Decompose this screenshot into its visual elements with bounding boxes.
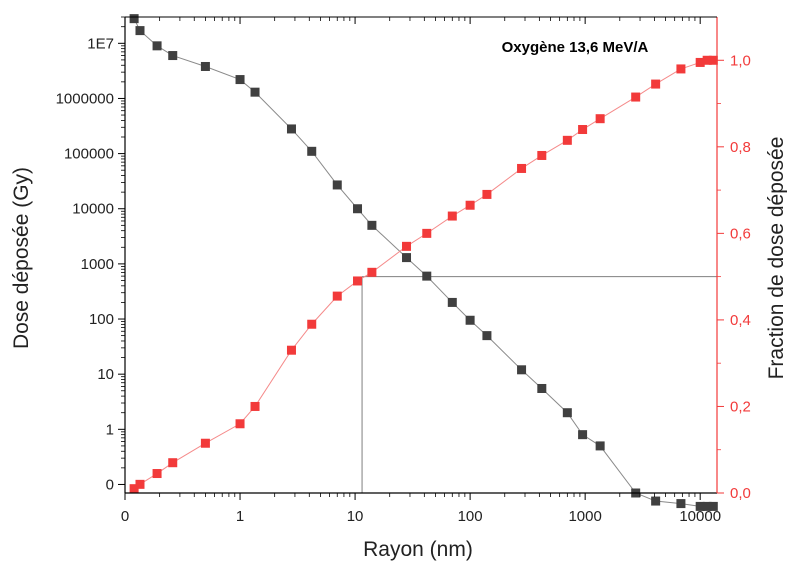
x-tick-label: 0 <box>121 508 129 525</box>
fraction-point <box>402 241 412 251</box>
fraction-point <box>307 319 317 329</box>
y-left-tick-label: 0 <box>106 476 114 493</box>
fraction-point <box>353 276 363 286</box>
dose-point <box>537 383 547 393</box>
dose-point <box>152 41 162 51</box>
fraction-point <box>286 345 296 355</box>
y-left-tick-label: 10 <box>97 366 114 383</box>
fraction-point <box>708 55 718 65</box>
fraction-point <box>676 64 686 74</box>
dose-point <box>353 204 363 214</box>
y-left-tick-label: 1E7 <box>87 35 114 52</box>
dose-point <box>482 331 492 341</box>
y-right-tick-label: 0,0 <box>730 485 751 502</box>
dose-point <box>200 61 210 71</box>
x-tick-label: 10000 <box>679 508 721 525</box>
dose-point <box>367 220 377 230</box>
fraction-point <box>651 79 661 89</box>
fraction-point <box>537 150 547 160</box>
dose-point <box>332 180 342 190</box>
dose-point <box>447 297 457 307</box>
y-left-tick-label: 1000 <box>81 256 114 273</box>
fraction-point <box>129 484 139 494</box>
y-right-tick-label: 1,0 <box>730 52 751 69</box>
dose-point <box>702 501 712 511</box>
fraction-point <box>465 200 475 210</box>
dose-point <box>595 441 605 451</box>
dose-point <box>422 271 432 281</box>
fraction-point <box>562 135 572 145</box>
fraction-point <box>168 458 178 468</box>
dose-point <box>465 315 475 325</box>
dose-point <box>168 51 178 61</box>
y-right-tick-label: 0,4 <box>730 312 751 329</box>
series-layer <box>129 14 718 511</box>
chart-title: Oxygène 13,6 MeV/A <box>502 39 649 56</box>
fraction-point <box>235 419 245 429</box>
dose-point <box>307 146 317 156</box>
fraction-point <box>367 267 377 277</box>
fraction-point <box>152 469 162 479</box>
axes-layer: 0 1 10 100 1000 10000011010010001000010000010… <box>56 16 751 525</box>
y-left-tick-label: 100000 <box>64 146 114 163</box>
dose-point <box>676 499 686 509</box>
fraction-point <box>422 228 432 238</box>
fraction-series-line <box>133 59 714 490</box>
fraction-point <box>250 401 260 411</box>
y-left-tick-label: 1000000 <box>56 90 114 107</box>
dose-point <box>695 501 705 511</box>
dose-point <box>562 408 572 418</box>
dose-series-line <box>133 18 714 507</box>
dose-point <box>578 430 588 440</box>
fraction-point <box>332 291 342 301</box>
fraction-point <box>447 211 457 221</box>
fraction-point <box>578 125 588 135</box>
y-left-tick-label: 10000 <box>72 201 114 218</box>
y-left-tick-label: 100 <box>89 311 114 328</box>
y-left-tick-label: 1 <box>106 421 114 438</box>
fraction-point <box>517 163 527 173</box>
fraction-point <box>595 114 605 124</box>
x-tick-label: 10 <box>347 508 364 525</box>
dose-point <box>129 14 139 24</box>
y-axis-left-label: Dose déposée (Gy) <box>10 167 33 349</box>
fraction-point <box>135 479 145 489</box>
dose-point <box>286 124 296 134</box>
x-tick-label: 1 <box>236 508 244 525</box>
y-right-tick-label: 0,2 <box>730 398 751 415</box>
dose-point <box>402 253 412 263</box>
fraction-point <box>631 92 641 102</box>
y-right-tick-label: 0,6 <box>730 225 751 242</box>
dose-point <box>235 75 245 85</box>
dose-point <box>708 501 718 511</box>
dose-point <box>651 496 661 506</box>
dose-point <box>135 26 145 36</box>
fraction-point <box>200 438 210 448</box>
x-tick-label: 1000 <box>568 508 601 525</box>
fraction-point <box>702 55 712 65</box>
fraction-point <box>695 57 705 67</box>
reference-lines <box>361 276 717 493</box>
dose-point <box>250 87 260 97</box>
y-axis-right-label: Fraction de dose déposée <box>765 137 787 380</box>
y-right-tick-label: 0,8 <box>730 139 751 156</box>
dose-point <box>517 365 527 375</box>
x-axis-label: Rayon (nm) <box>363 538 473 561</box>
fraction-point <box>482 189 492 199</box>
x-tick-label: 100 <box>458 508 483 525</box>
